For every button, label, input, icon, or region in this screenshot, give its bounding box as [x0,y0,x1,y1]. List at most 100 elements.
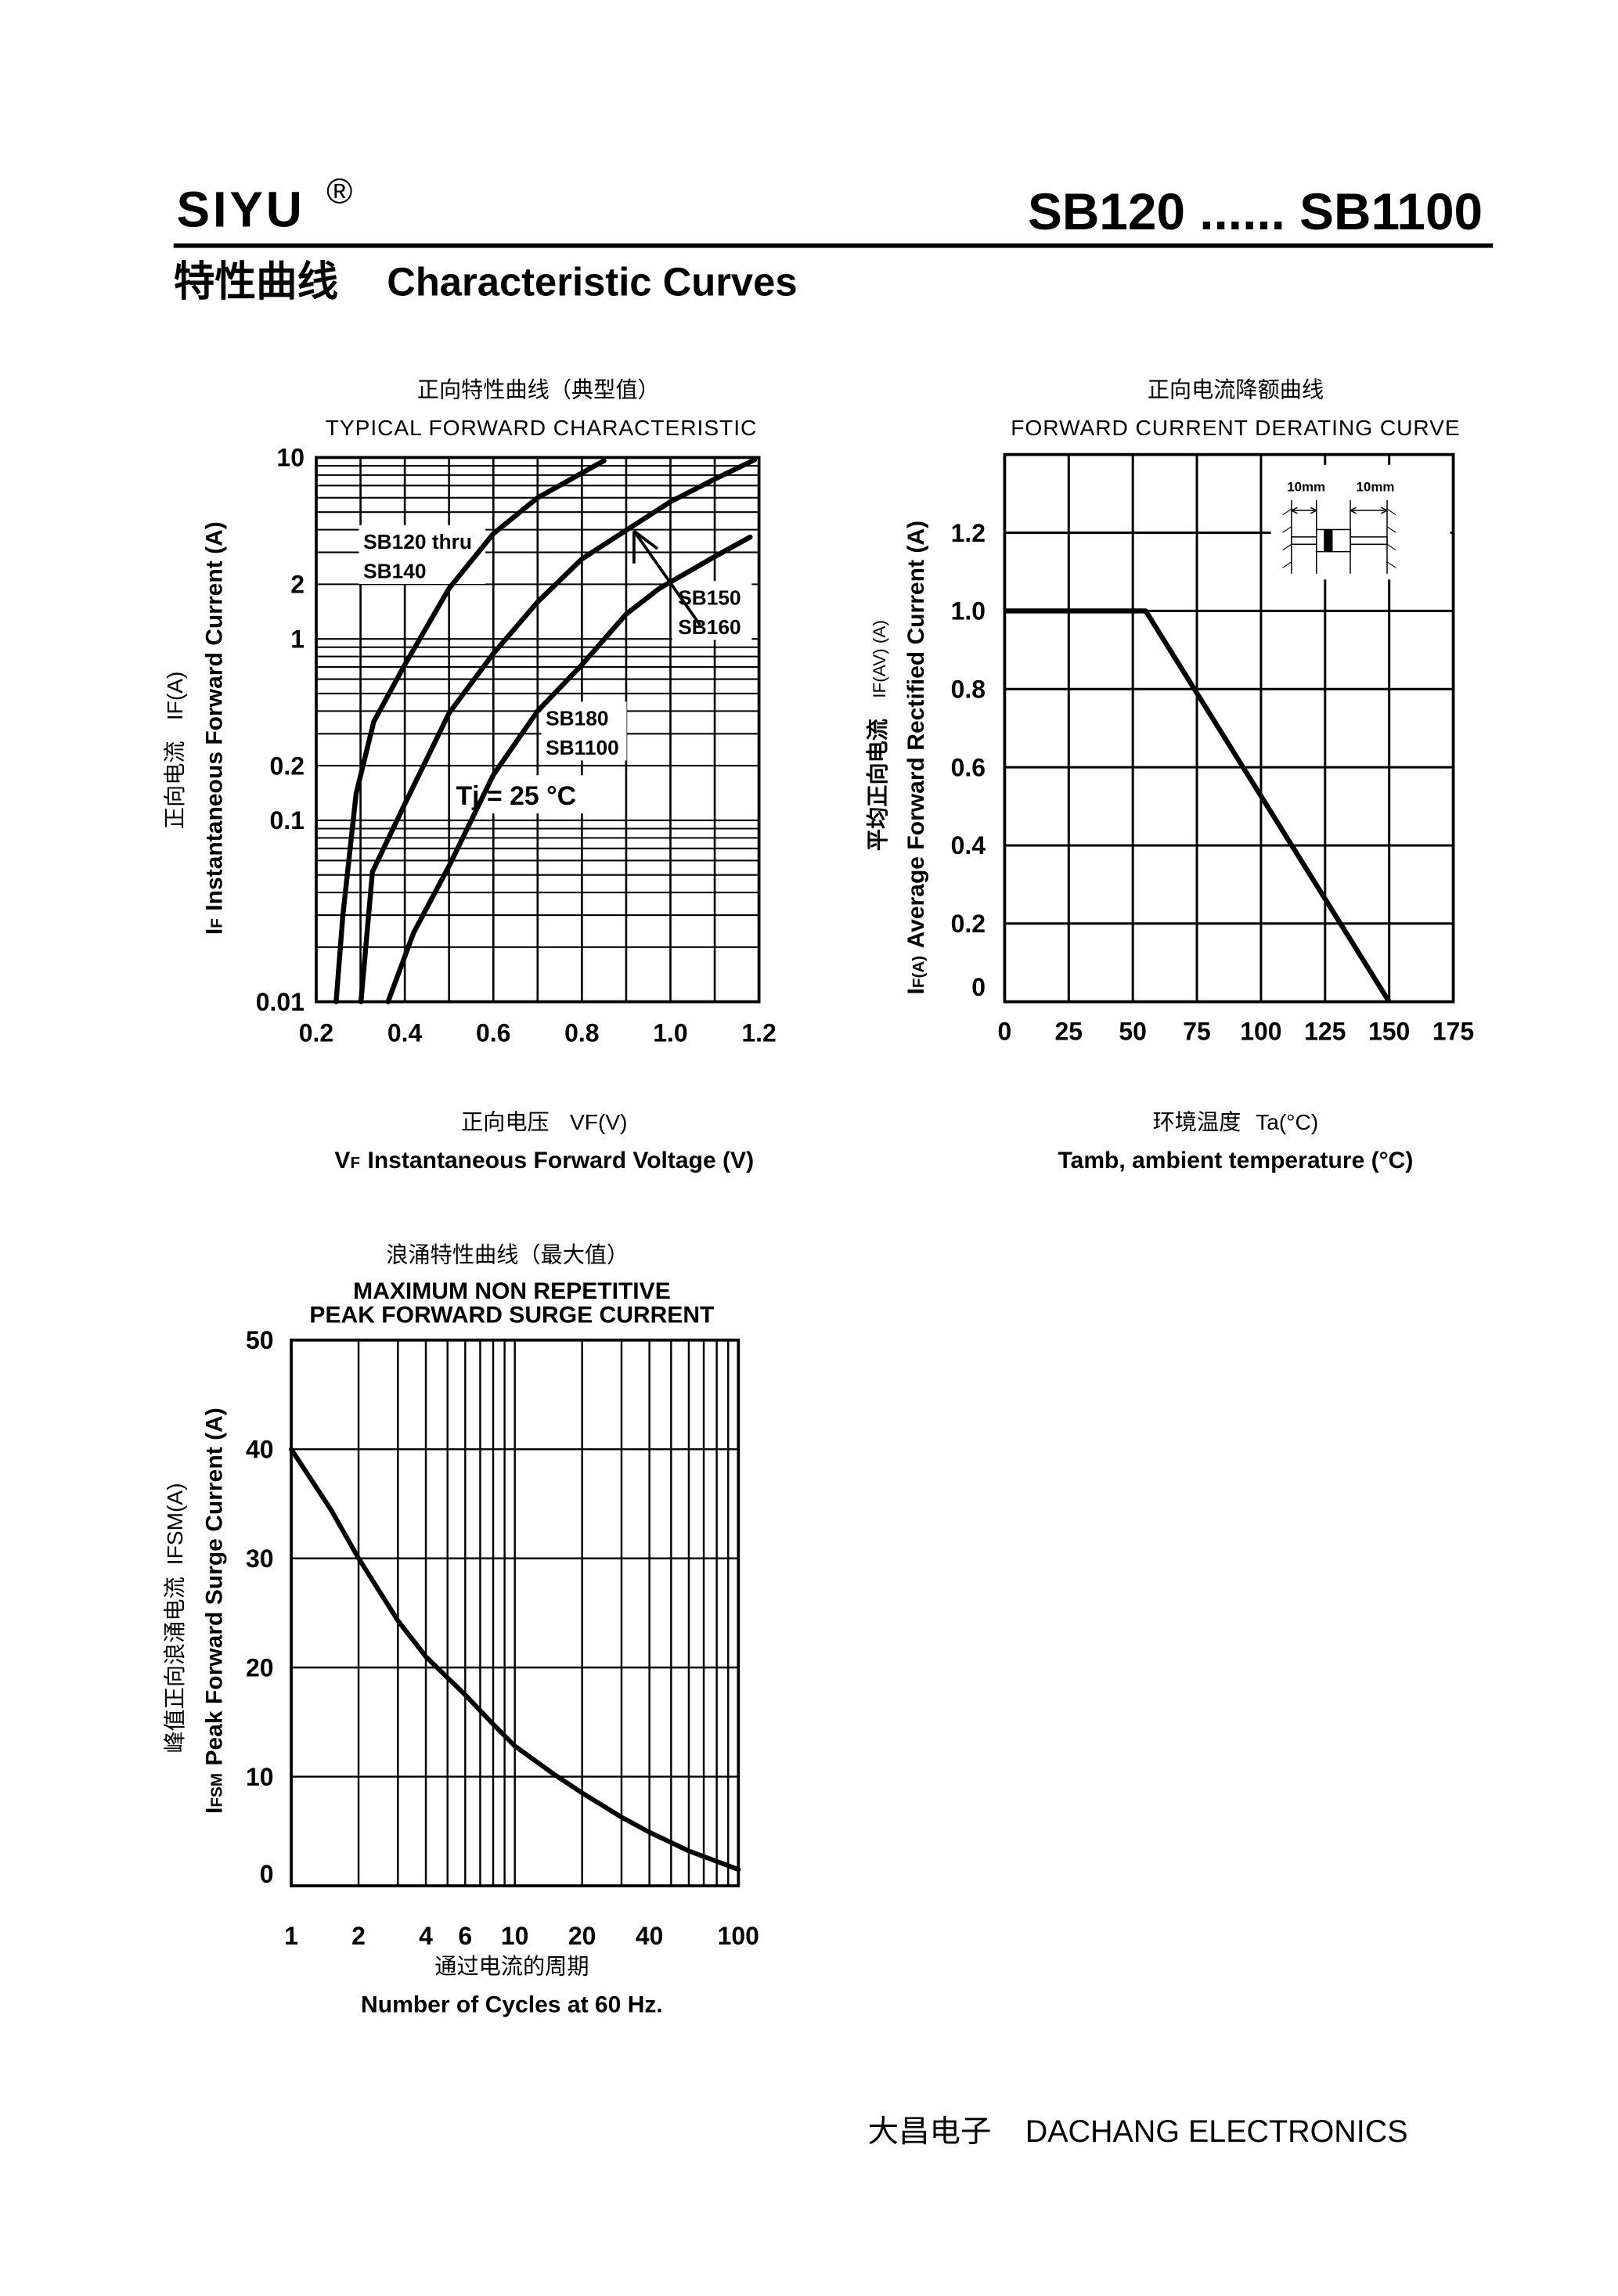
y-tick-label: 30 [246,1544,274,1573]
chart3-xlabel: Number of Cycles at 60 Hz. [361,1992,663,2018]
chart1-xlabel: VF Instantaneous Forward Voltage (V) [334,1148,754,1173]
series-curve-2 [358,457,758,1004]
chart1-title: TYPICAL FORWARD CHARACTERISTIC [326,415,757,440]
series-label: SB1100 [546,736,619,759]
chart3-ylabel: IFSMPeak Forward Surge Current (A) [202,1408,228,1814]
series-label-bg [541,701,627,761]
diode-cathode-band [1324,529,1333,552]
series-curve-3 [385,534,753,1004]
series-label: SB120 thru [363,530,472,553]
x-tick-label: 20 [568,1922,596,1950]
series-label: SB140 [363,559,426,582]
y-tick-label: 2 [290,571,305,599]
inset-dimension-label: 10mm [1287,480,1325,495]
x-tick-label: 0 [998,1018,1012,1046]
x-tick-label: 1.0 [653,1018,687,1047]
registered-mark: ® [326,171,352,211]
series-label: SB180 [546,706,608,730]
chart2-title-cn: 正向电流降额曲线 [1148,377,1324,402]
chart3-title-cn: 浪涌特性曲线（最大值） [386,1242,629,1267]
annotation-bg [451,775,585,814]
chart1-ylabel-cn: 正向电流IF(A) [162,672,187,830]
model-range: SB120 ...... SB1100 [1028,182,1483,240]
y-tick-label: 50 [246,1326,274,1354]
diode-lead [1291,536,1317,546]
chart3-title-line1: MAXIMUM NON REPETITIVE [353,1278,671,1304]
y-tick-label: 0.01 [256,988,305,1016]
chart1-title-cn: 正向特性曲线（典型值） [417,377,660,402]
series-label-bg [359,524,486,585]
x-tick-label: 1 [284,1922,298,1950]
x-tick-label: 1.2 [741,1018,776,1047]
temperature-annotation: Tj = 25 °C [456,781,577,811]
brand-logo-text: SIYU [176,181,305,237]
x-tick-label: 100 [1240,1018,1281,1046]
x-tick-label: 0.8 [564,1018,599,1047]
x-tick-label: 2 [351,1922,366,1950]
y-tick-label: 0.8 [951,675,986,703]
section-title-cn: 特性曲线 [174,259,338,305]
diode-body [1316,528,1351,553]
y-tick-label: 1 [290,625,305,653]
arrow-icon [632,529,701,626]
chart3-title-line2: PEAK FORWARD SURGE CURRENT [309,1302,715,1328]
y-tick-label: 0.6 [951,753,986,781]
chart3-xlabel-cn: 通过电流的周期 [434,1954,589,1979]
lead-length-inset: 10mm 10mm [1270,464,1450,580]
series-label: SB160 [678,615,741,639]
y-tick-label: 10 [276,444,305,472]
series-label: SB150 [678,586,741,609]
series-curve-1 [333,458,607,1004]
plot-frame [1003,452,1455,1004]
dimension-arrows [1291,506,1388,514]
chart2-xlabel: Tamb, ambient temperature (°C) [1058,1148,1413,1173]
y-tick-label: 0.4 [951,831,986,860]
inset-dimension-label: 10mm [1357,480,1395,495]
plot-frame [315,456,761,1004]
series-label-bg [672,581,752,640]
chart2-title: FORWARD CURRENT DERATING CURVE [1011,415,1460,440]
forward-characteristic-chart: SB120 thru SB140 SB150 SB160 SB180 SB1100 Tj =… [256,444,777,1047]
y-tick-label: 1.2 [951,519,986,547]
chart2-ylabel-cn: 平均正向电流IF(AV) (A) [865,620,890,851]
heatsink-hatch [1282,508,1396,568]
y-tick-label: 1.0 [951,597,986,625]
chart1-xlabel-cn: 正向电压 VF(V) [461,1109,628,1134]
x-tick-label: 175 [1432,1018,1474,1046]
chart1-ylabel: IFInstantaneous Forward Current (A) [202,521,228,935]
y-tick-label: 0.1 [270,806,305,834]
x-tick-label: 25 [1055,1018,1083,1046]
y-tick-label: 10 [246,1763,274,1791]
y-tick-label: 0.2 [270,752,305,780]
x-tick-label: 0.4 [387,1018,423,1047]
footer-company-en: DACHANG ELECTRONICS [1025,2114,1408,2149]
surge-curve [289,1447,741,1872]
diode-lead [1350,536,1388,546]
derating-line [1004,608,1392,1004]
x-tick-label: 75 [1183,1018,1211,1046]
x-tick-label: 150 [1368,1018,1410,1046]
y-tick-label: 40 [246,1436,274,1464]
x-tick-label: 10 [501,1922,529,1950]
footer-company-cn: 大昌电子 [868,2114,992,2149]
surge-current-chart: 1 2 4 6 10 20 40 100 0 10 20 30 40 50 [246,1326,759,1950]
chart3-ylabel-cn: 峰值正向浪涌电流IFSM(A) [162,1483,187,1753]
chart2-xlabel-cn: 环境温度 Ta(°C) [1153,1109,1319,1134]
x-tick-label: 100 [718,1922,759,1950]
derating-curve-chart: 10mm 10mm 0 25 50 75 100 125 150 175 0 0.2 0.4 0.6 0.8… [951,452,1474,1046]
y-tick-label: 20 [246,1653,274,1681]
y-tick-label: 0 [971,973,986,1001]
x-tick-label: 6 [458,1922,472,1950]
x-tick-label: 125 [1304,1018,1346,1046]
inset-background [1270,464,1450,580]
y-tick-label: 0.2 [951,910,986,938]
x-tick-label: 4 [419,1922,433,1950]
x-tick-label: 0.2 [299,1018,333,1047]
plot-frame [290,1338,741,1887]
x-tick-label: 50 [1119,1018,1147,1046]
x-tick-label: 0.6 [476,1018,510,1047]
x-tick-label: 40 [636,1922,664,1950]
chart2-ylabel: IF(A)Average Forward Rectified Current (… [903,521,929,995]
